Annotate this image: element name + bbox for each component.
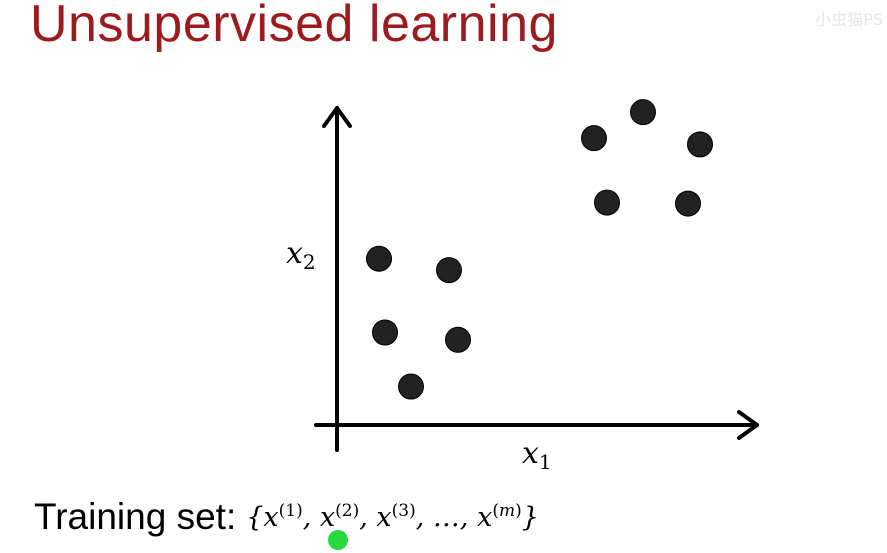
data-point [687, 131, 713, 158]
pointer-cursor-dot [328, 530, 348, 550]
training-set-line: Training set: {x(1), x(2), x(3), …, x(m)… [34, 496, 539, 538]
data-point [581, 125, 607, 152]
set-element-1: x(1) [263, 501, 303, 533]
set-element-superscript: (1) [278, 501, 303, 521]
set-element-m: x(m) [477, 501, 522, 533]
data-point [445, 326, 471, 353]
data-point [436, 257, 462, 284]
slide-title: Unsupervised learning [30, 0, 558, 53]
y-axis-label-sub: 2 [302, 250, 316, 274]
set-element-superscript-m: (m) [492, 501, 522, 521]
data-points [366, 99, 713, 400]
set-element-var: x [376, 502, 392, 533]
y-axis-arrowhead [322, 106, 352, 128]
training-set-label: Training set: [34, 496, 237, 537]
set-element-2: x(2) [319, 501, 360, 533]
ellipsis: … [432, 502, 460, 533]
data-point [594, 189, 620, 216]
set-element-var: x [477, 502, 493, 533]
axes [314, 106, 759, 452]
set-element-3: x(3) [376, 501, 416, 533]
data-point [372, 319, 398, 346]
y-axis-label-var: x [286, 236, 303, 271]
x-axis-label: x1 [522, 436, 552, 474]
set-element-var: x [319, 502, 336, 533]
x-axis-label-var: x [522, 436, 539, 471]
data-point [675, 190, 701, 217]
close-brace: } [521, 502, 539, 533]
set-element-superscript: (2) [335, 501, 360, 521]
data-point [398, 373, 424, 400]
set-element-superscript: (3) [391, 501, 416, 521]
x-axis-arrowhead [737, 410, 759, 440]
set-element-var: x [263, 502, 279, 533]
y-axis-label: x2 [286, 236, 316, 274]
training-set-expression: {x(1), x(2), x(3), …, x(m)} [246, 501, 539, 533]
watermark: 小虫猫PS [815, 10, 883, 29]
x-axis-label-sub: 1 [538, 450, 552, 474]
open-brace: { [246, 502, 264, 533]
data-point [630, 99, 656, 126]
data-point [366, 245, 392, 272]
